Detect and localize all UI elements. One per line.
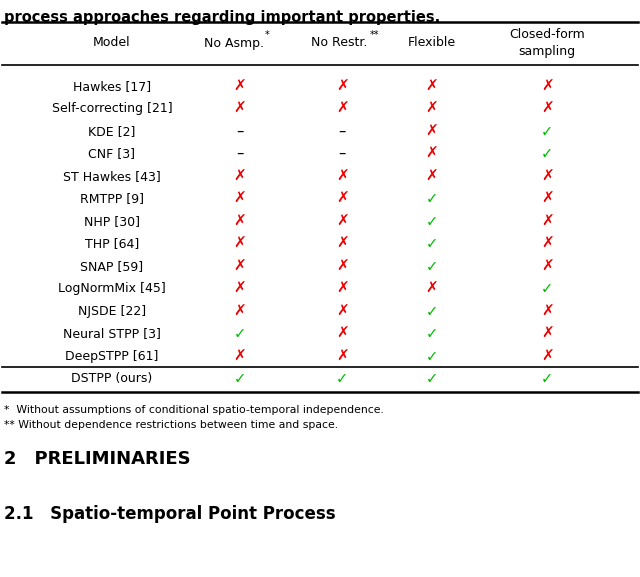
Text: ✗: ✗ [541,168,554,183]
Text: ✓: ✓ [541,123,554,138]
Text: Self-correcting [21]: Self-correcting [21] [52,102,172,115]
Text: ✗: ✗ [234,258,246,273]
Text: ✗: ✗ [541,191,554,206]
Text: SNAP [59]: SNAP [59] [81,260,143,273]
Text: ✗: ✗ [426,168,438,183]
Text: ✗: ✗ [541,258,554,273]
Text: ✗: ✗ [426,146,438,161]
Text: Closed-form: Closed-form [509,28,585,42]
Text: Flexible: Flexible [408,36,456,50]
Text: ✓: ✓ [426,304,438,319]
Text: ✗: ✗ [541,213,554,228]
Text: ✗: ✗ [234,281,246,296]
Text: ✗: ✗ [426,123,438,138]
Text: ✗: ✗ [234,168,246,183]
Text: ✗: ✗ [336,213,349,228]
Text: *  Without assumptions of conditional spatio-temporal independence.: * Without assumptions of conditional spa… [4,405,384,415]
Text: No Restr.: No Restr. [311,36,367,50]
Text: ✓: ✓ [426,326,438,341]
Text: ✗: ✗ [336,304,349,319]
Text: –: – [236,123,244,138]
Text: ✓: ✓ [426,371,438,386]
Text: ✗: ✗ [234,191,246,206]
Text: Neural STPP [3]: Neural STPP [3] [63,327,161,340]
Text: ✗: ✗ [336,349,349,364]
Text: ✗: ✗ [336,326,349,341]
Text: LogNormMix [45]: LogNormMix [45] [58,282,166,295]
Text: RMTPP [9]: RMTPP [9] [80,192,144,205]
Text: 2 PRELIMINARIES: 2 PRELIMINARIES [4,450,191,468]
Text: ✗: ✗ [541,326,554,341]
Text: ✗: ✗ [541,349,554,364]
Text: ** Without dependence restrictions between time and space.: ** Without dependence restrictions betwe… [4,420,338,430]
Text: ✗: ✗ [336,191,349,206]
Text: ✗: ✗ [234,236,246,251]
Text: No Asmp.: No Asmp. [204,36,264,50]
Text: DSTPP (ours): DSTPP (ours) [72,372,152,385]
Text: 2.1 Spatio-temporal Point Process: 2.1 Spatio-temporal Point Process [4,505,335,523]
Text: CNF [3]: CNF [3] [88,147,136,160]
Text: THP [64]: THP [64] [85,237,139,250]
Text: ✗: ✗ [336,236,349,251]
Text: Model: Model [93,36,131,50]
Text: sampling: sampling [518,46,576,58]
Text: ✗: ✗ [336,281,349,296]
Text: KDE [2]: KDE [2] [88,125,136,138]
Text: ✗: ✗ [234,78,246,93]
Text: ✓: ✓ [426,191,438,206]
Text: –: – [236,146,244,161]
Text: ✗: ✗ [541,78,554,93]
Text: ✓: ✓ [234,326,246,341]
Text: ✗: ✗ [234,213,246,228]
Text: ✗: ✗ [541,304,554,319]
Text: ✗: ✗ [426,78,438,93]
Text: ✓: ✓ [426,213,438,228]
Text: Hawkes [17]: Hawkes [17] [73,80,151,93]
Text: ✗: ✗ [426,101,438,116]
Text: ✓: ✓ [426,258,438,273]
Text: ✗: ✗ [426,281,438,296]
Text: ST Hawkes [43]: ST Hawkes [43] [63,170,161,183]
Text: ✓: ✓ [234,371,246,386]
Text: –: – [339,146,346,161]
Text: NHP [30]: NHP [30] [84,215,140,228]
Text: ✗: ✗ [336,101,349,116]
Text: **: ** [370,30,380,40]
Text: ✓: ✓ [541,146,554,161]
Text: ✗: ✗ [336,258,349,273]
Text: ✗: ✗ [336,168,349,183]
Text: ✓: ✓ [336,371,349,386]
Text: ✓: ✓ [426,349,438,364]
Text: –: – [339,123,346,138]
Text: ✗: ✗ [336,78,349,93]
Text: ✓: ✓ [541,281,554,296]
Text: ✗: ✗ [541,236,554,251]
Text: ✓: ✓ [541,371,554,386]
Text: ✗: ✗ [541,101,554,116]
Text: NJSDE [22]: NJSDE [22] [78,305,146,318]
Text: ✗: ✗ [234,349,246,364]
Text: *: * [264,30,269,40]
Text: ✗: ✗ [234,101,246,116]
Text: ✗: ✗ [234,304,246,319]
Text: process approaches regarding important properties.: process approaches regarding important p… [4,10,440,25]
Text: DeepSTPP [61]: DeepSTPP [61] [65,350,159,363]
Text: ✓: ✓ [426,236,438,251]
